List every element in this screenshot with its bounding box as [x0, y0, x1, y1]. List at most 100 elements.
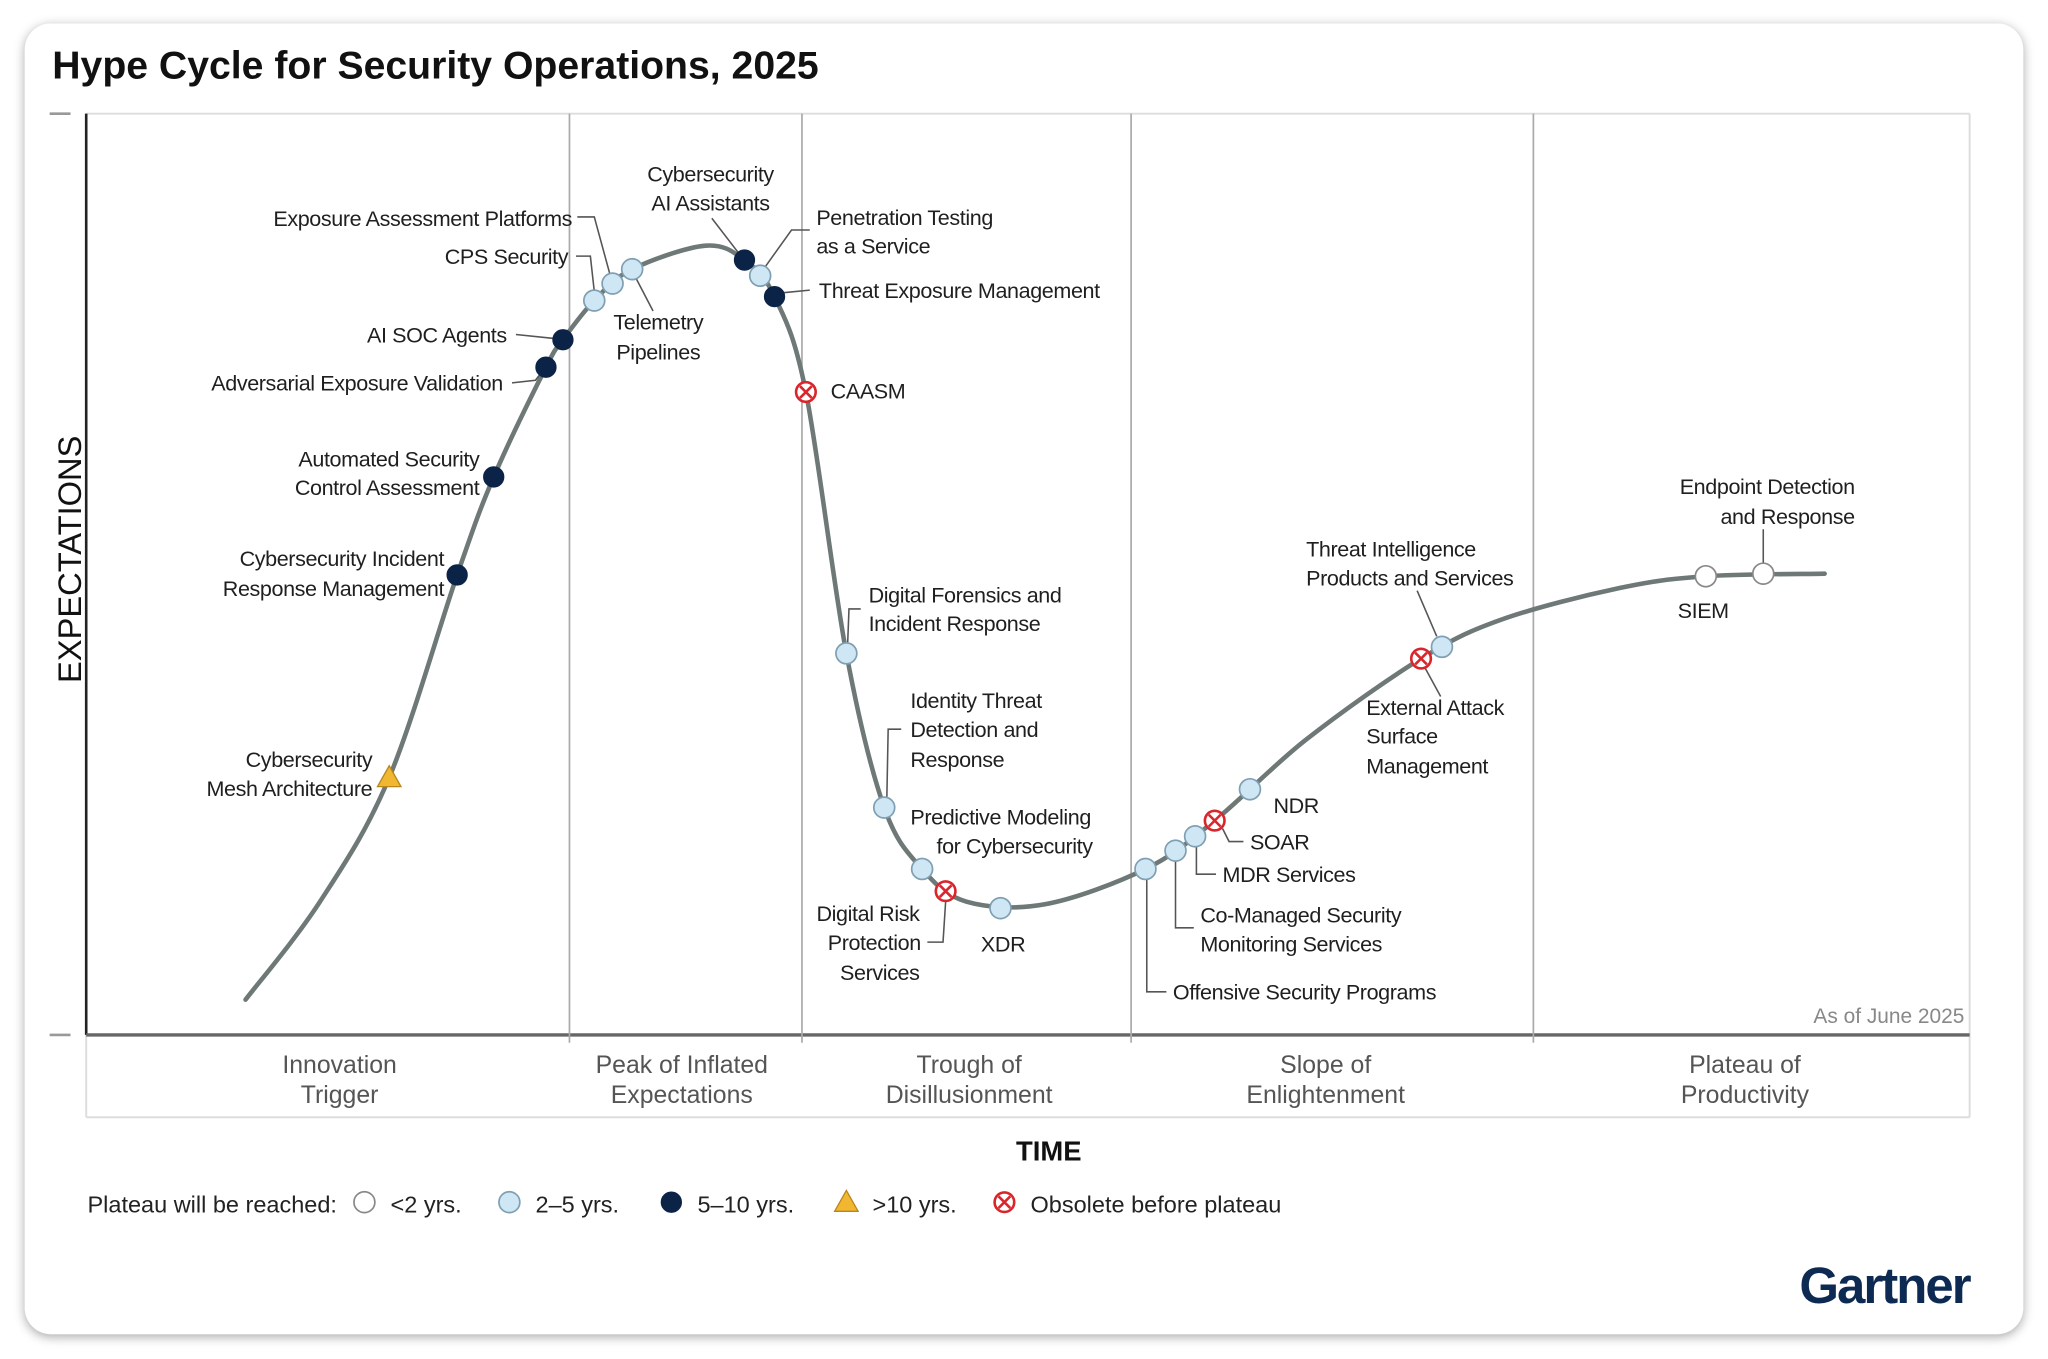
leader-line: [711, 217, 739, 253]
leader-line: [783, 289, 810, 294]
innovation-label: and Response: [1720, 504, 1855, 529]
innovation-marker: [1238, 777, 1262, 801]
phase-dividers: [568, 113, 1535, 1043]
leader-line: [577, 216, 611, 275]
legend-label: 5–10 yrs.: [697, 1192, 794, 1218]
innovation-label: as a Service: [816, 234, 930, 259]
phase-label: Disillusionment: [886, 1082, 1053, 1109]
innovation-label: Response: [910, 747, 1004, 772]
innovation-marker: [483, 466, 505, 488]
innovation-marker: [835, 642, 858, 665]
legend-label: <2 yrs.: [391, 1192, 462, 1218]
innovation-marker: [989, 896, 1012, 920]
leader-line: [1145, 879, 1167, 993]
innovation-marker: [1751, 562, 1775, 585]
innovation-label: Penetration Testing: [816, 205, 993, 230]
legend-label: 2–5 yrs.: [536, 1192, 620, 1218]
innovation-label: Pipelines: [616, 339, 700, 364]
leader-line: [576, 255, 596, 292]
innovation-marker: [872, 796, 896, 819]
phase-label: Plateau of: [1689, 1052, 1801, 1079]
leader-line: [1195, 846, 1216, 875]
innovation-label: Exposure Assessment Platforms: [273, 206, 572, 231]
innovation-label: Monitoring Services: [1200, 931, 1382, 956]
innovation-label: XDR: [981, 931, 1025, 956]
innovation-marker: [1409, 647, 1433, 670]
x-axis-label: TIME: [1016, 1135, 1082, 1166]
innovation-marker: [376, 764, 403, 788]
innovation-label: Predictive Modeling: [910, 805, 1091, 830]
phase-label: Peak of Inflated: [596, 1052, 768, 1079]
innovation-marker: [794, 380, 817, 404]
leader-line: [846, 608, 861, 643]
phase-labels: Innovation Trigger Peak of Inflated Expecta…: [282, 1052, 1809, 1109]
innovation-label: Detection and: [910, 717, 1038, 742]
innovation-label: Telemetry: [613, 309, 703, 334]
innovation-marker: [446, 564, 468, 586]
innovation-label: Offensive Security Programs: [1173, 980, 1436, 1005]
innovation-marker: [1164, 839, 1187, 862]
phase-label: Trough of: [917, 1052, 1022, 1079]
card: [24, 23, 2024, 1335]
legend: Plateau will be reached: <2 yrs. 2–5 yrs.…: [88, 1189, 1282, 1218]
innovation-label: CPS Security: [445, 244, 569, 269]
innovation-marker: [733, 249, 756, 271]
innovation-label: Surface: [1366, 724, 1438, 749]
legend-label: Obsolete before plateau: [1031, 1192, 1282, 1218]
innovation-label: Automated Security: [298, 446, 480, 471]
gartner-logo: Gartner: [1799, 1257, 1971, 1314]
innovation-marker: [763, 285, 786, 308]
innovation-marker: [552, 329, 574, 351]
innovation-marker: [1203, 809, 1226, 832]
innovation-marker: [1134, 857, 1157, 881]
innovation-markers: [376, 249, 1775, 920]
innovation-label: Digital Forensics and: [869, 582, 1062, 607]
legend-marker-gt10: [833, 1189, 860, 1212]
leader-line: [927, 901, 947, 943]
innovation-marker: [748, 264, 772, 288]
innovation-marker: [582, 289, 606, 312]
innovation-label: Cybersecurity Incident: [240, 546, 445, 571]
innovation-label: Adversarial Exposure Validation: [211, 371, 503, 396]
innovation-marker: [601, 272, 624, 295]
chart-title: Hype Cycle for Security Operations, 2025: [52, 44, 818, 87]
innovation-label: Threat Exposure Management: [819, 278, 1100, 303]
legend-title: Plateau will be reached:: [88, 1192, 337, 1218]
legend-label: >10 yrs.: [872, 1192, 956, 1218]
innovation-label: Incident Response: [869, 611, 1041, 636]
phase-label: Productivity: [1681, 1082, 1810, 1109]
phase-label: Trigger: [301, 1082, 379, 1109]
phase-label: Slope of: [1280, 1052, 1371, 1079]
innovation-label: AI Assistants: [651, 190, 769, 215]
legend-marker-lt2: [353, 1190, 376, 1214]
innovation-label: AI SOC Agents: [367, 322, 507, 347]
innovation-label: Cybersecurity: [246, 747, 373, 772]
innovation-label: NDR: [1273, 793, 1319, 818]
leader-line: [1174, 861, 1194, 929]
innovation-marker: [1430, 635, 1454, 659]
innovation-label: Control Assessment: [295, 475, 480, 500]
innovation-label: Protection: [828, 930, 921, 955]
innovation-label: Digital Risk: [816, 901, 920, 926]
legend-marker-5to10: [660, 1191, 682, 1213]
innovation-label: Endpoint Detection: [1680, 474, 1855, 499]
leader-line: [1416, 590, 1438, 637]
phase-label: Enlightenment: [1246, 1082, 1405, 1109]
innovation-marker: [620, 257, 644, 281]
innovation-label: External Attack: [1366, 695, 1504, 720]
innovation-label: Cybersecurity: [647, 162, 774, 187]
innovation-marker: [535, 356, 557, 378]
leader-line: [515, 333, 554, 340]
leader-lines: [511, 216, 1765, 993]
innovation-label: Management: [1366, 754, 1488, 779]
legend-marker-2to5: [498, 1190, 521, 1214]
innovation-label: Products and Services: [1306, 565, 1513, 590]
as-of-date: As of June 2025: [1813, 1005, 1964, 1028]
innovation-label: Mesh Architecture: [206, 776, 372, 801]
innovation-label: SOAR: [1250, 829, 1309, 854]
phase-label: Expectations: [611, 1082, 753, 1109]
innovation-label: SIEM: [1678, 598, 1729, 623]
innovation-label: Services: [840, 960, 919, 985]
innovation-label: for Cybersecurity: [936, 833, 1093, 858]
